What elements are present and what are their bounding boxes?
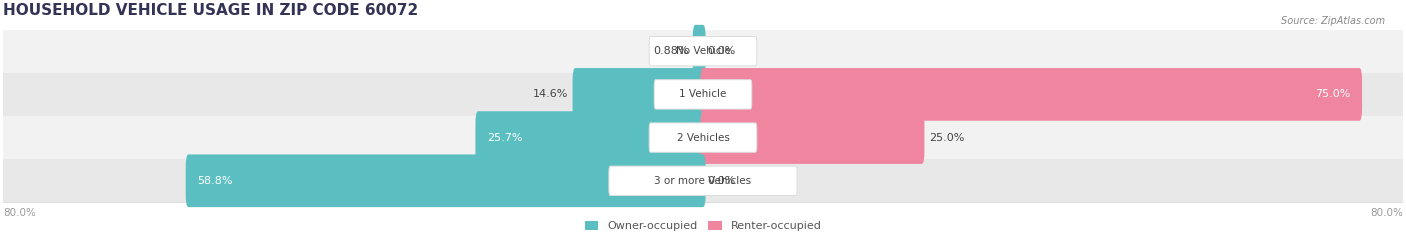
FancyBboxPatch shape: [186, 154, 706, 207]
Bar: [3, 116, 1403, 159]
Bar: [3, 73, 1403, 116]
Text: 0.0%: 0.0%: [707, 176, 735, 186]
FancyBboxPatch shape: [693, 25, 706, 78]
Bar: [3, 159, 1403, 202]
FancyBboxPatch shape: [572, 68, 706, 121]
FancyBboxPatch shape: [609, 166, 797, 195]
Text: No Vehicle: No Vehicle: [675, 46, 731, 56]
Text: Source: ZipAtlas.com: Source: ZipAtlas.com: [1281, 16, 1385, 26]
Bar: [3, 30, 1403, 73]
Text: 75.0%: 75.0%: [1316, 89, 1351, 99]
Legend: Owner-occupied, Renter-occupied: Owner-occupied, Renter-occupied: [585, 221, 821, 231]
Text: 2 Vehicles: 2 Vehicles: [676, 133, 730, 143]
FancyBboxPatch shape: [654, 80, 752, 109]
Text: 1 Vehicle: 1 Vehicle: [679, 89, 727, 99]
FancyBboxPatch shape: [700, 111, 925, 164]
Text: 25.0%: 25.0%: [929, 133, 965, 143]
Text: 14.6%: 14.6%: [533, 89, 568, 99]
Text: 80.0%: 80.0%: [1371, 208, 1403, 218]
FancyBboxPatch shape: [650, 37, 756, 66]
Text: HOUSEHOLD VEHICLE USAGE IN ZIP CODE 60072: HOUSEHOLD VEHICLE USAGE IN ZIP CODE 6007…: [3, 3, 418, 18]
FancyBboxPatch shape: [700, 68, 1362, 121]
FancyBboxPatch shape: [650, 123, 756, 152]
Text: 3 or more Vehicles: 3 or more Vehicles: [654, 176, 752, 186]
Text: 0.0%: 0.0%: [707, 46, 735, 56]
Text: 0.88%: 0.88%: [652, 46, 689, 56]
FancyBboxPatch shape: [475, 111, 706, 164]
Text: 25.7%: 25.7%: [486, 133, 522, 143]
Text: 58.8%: 58.8%: [197, 176, 232, 186]
Text: 80.0%: 80.0%: [3, 208, 35, 218]
